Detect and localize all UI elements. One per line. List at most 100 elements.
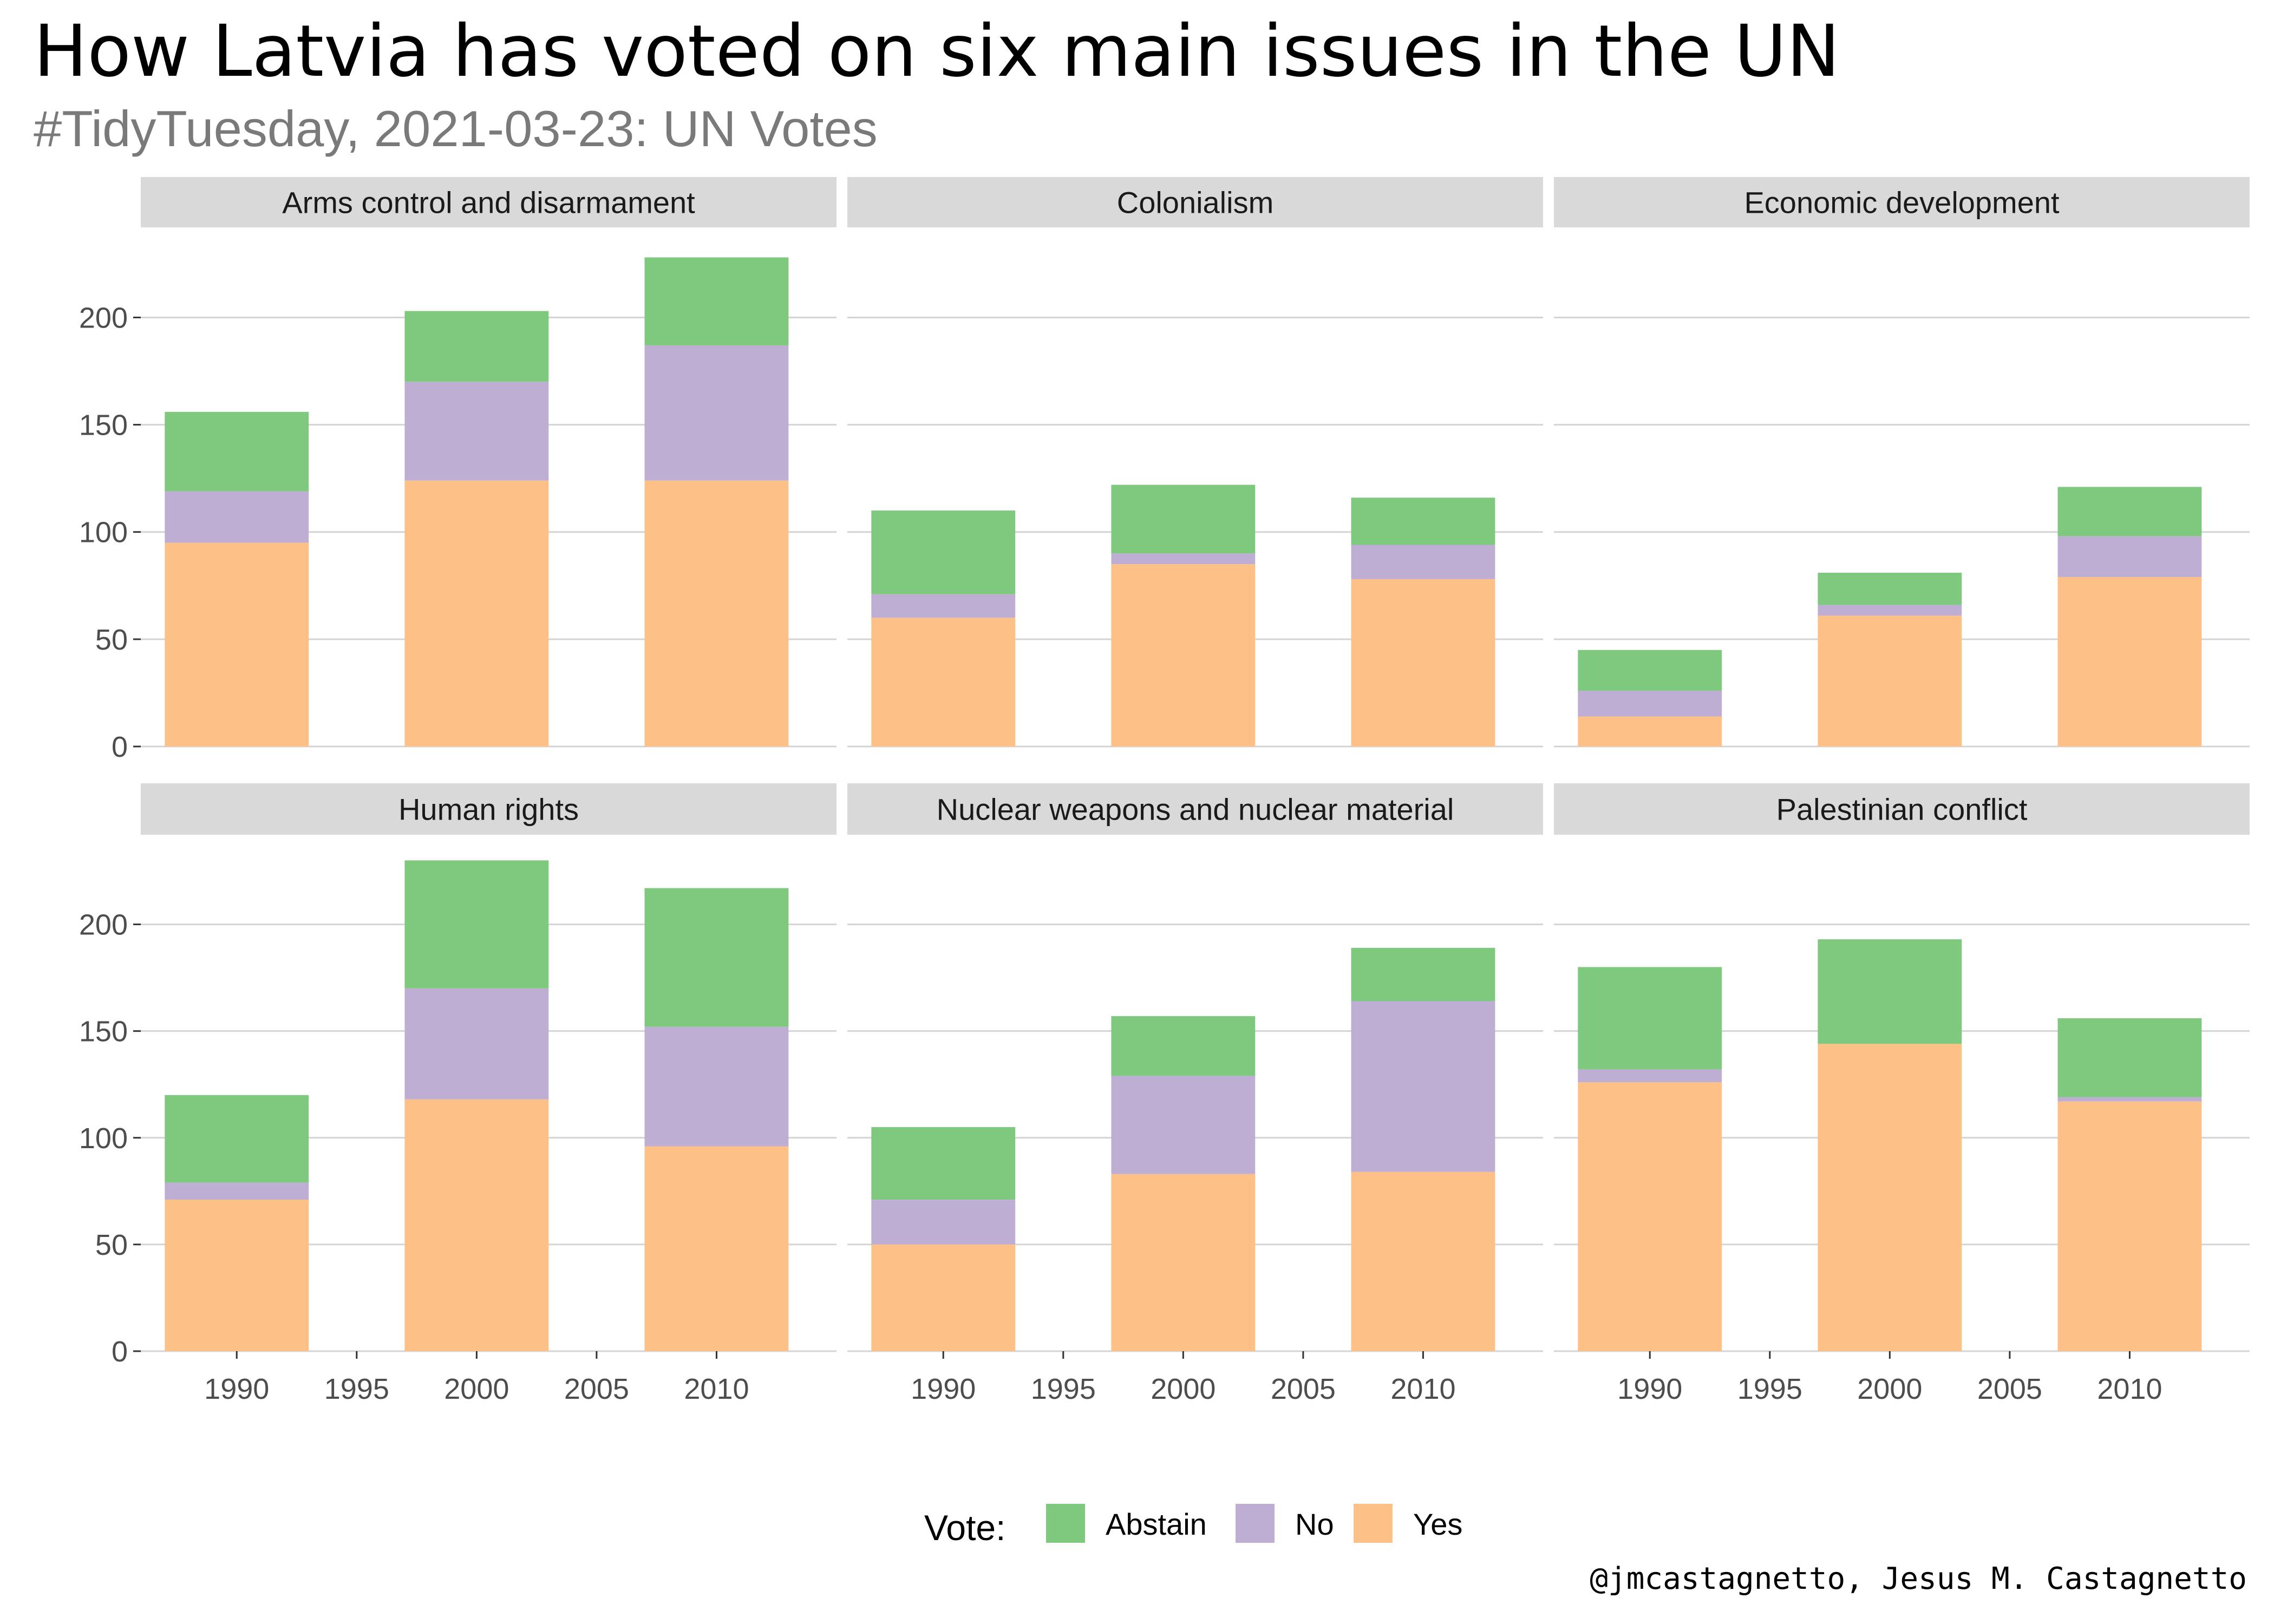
x-tick-label: 2005 [564,1373,629,1405]
bar-no-1990 [1578,690,1722,717]
bar-no-1990 [165,491,309,543]
bar-yes-2010 [2057,577,2202,746]
bar-no-1990 [1578,1069,1722,1083]
bar-abstain-2000 [1111,1016,1256,1076]
x-tick-label: 1995 [1737,1373,1802,1405]
x-tick-label: 2010 [2097,1373,2162,1405]
bar-no-2010 [2057,536,2202,577]
x-tick-label: 1990 [1617,1373,1682,1405]
panel-palestinian-conflict: Palestinian conflict 1990 1995 2000 2005 2010 [1554,783,2250,1405]
bar-yes-1990 [871,1244,1016,1351]
bar-yes-1990 [871,618,1016,746]
facet-label: Arms control and disarmament [282,186,695,220]
y-tick-label: 0 [112,731,128,763]
facet-label: Economic development [1744,186,2060,220]
bar-abstain-2010 [2057,487,2202,536]
bar-yes-2010 [2057,1101,2202,1351]
bar-abstain-2000 [1111,484,1256,554]
facet-strip [141,177,837,227]
bar-no-2000 [1111,553,1256,565]
bar-no-1990 [871,594,1016,618]
x-tick-label: 2000 [1151,1373,1216,1405]
bar-abstain-2000 [1818,573,1962,605]
y-tick-label: 100 [79,1122,128,1155]
bar-yes-2000 [1818,1044,1962,1351]
facet-label: Human rights [398,793,579,827]
facet-strip [847,177,1543,227]
legend-label-yes: Yes [1413,1507,1462,1541]
bar-abstain-2010 [2057,1018,2202,1097]
chart-title: How Latvia has voted on six main issues … [34,10,1840,93]
bar-abstain-2010 [1351,497,1495,545]
bar-yes-2010 [1351,579,1495,746]
bar-abstain-2010 [1351,947,1495,1001]
legend-key-yes [1354,1504,1393,1543]
bar-yes-1990 [1578,716,1722,746]
bar-no-2010 [2057,1097,2202,1102]
legend: Vote: Abstain No Yes [924,1504,1462,1548]
bar-yes-2000 [1111,564,1256,746]
bar-no-1990 [165,1182,309,1200]
bar-abstain-1990 [1578,650,1722,691]
bar-yes-1990 [165,542,309,746]
x-tick-label: 1990 [204,1373,269,1405]
bar-abstain-1990 [165,411,309,492]
bar-abstain-2000 [404,311,549,382]
bar-abstain-1990 [871,1127,1016,1200]
y-tick-label: 0 [112,1335,128,1368]
bar-yes-2000 [404,1099,549,1351]
panels-layer: Arms control and disarmament 0 50 100 150 200… [79,177,2250,1405]
x-tick-label: 1995 [1031,1373,1096,1405]
bar-abstain-2010 [644,257,789,345]
bar-no-2010 [1351,1001,1495,1172]
y-tick-label: 150 [79,409,128,442]
x-tick-label: 2010 [1390,1373,1455,1405]
y-tick-label: 200 [79,302,128,334]
facet-strip [847,783,1543,835]
bar-yes-2010 [1351,1171,1495,1351]
bar-yes-1990 [165,1200,309,1351]
x-tick-label: 2000 [1857,1373,1922,1405]
x-tick-label: 1990 [911,1373,976,1405]
y-tick-label: 100 [79,516,128,549]
bar-abstain-1990 [871,510,1016,594]
y-tick-label: 50 [95,624,128,656]
facet-label: Palestinian conflict [1776,793,2028,827]
x-tick-label: 2010 [684,1373,749,1405]
y-tick-label: 150 [79,1016,128,1048]
x-tick-label: 2005 [1977,1373,2042,1405]
facet-label: Nuclear weapons and nuclear material [937,793,1454,827]
legend-title: Vote: [924,1508,1005,1548]
panel-economic-development: Economic development [1554,177,2250,748]
bar-yes-2000 [1818,615,1962,746]
bar-abstain-2010 [644,888,789,1027]
bar-no-1990 [871,1200,1016,1245]
bar-abstain-1990 [1578,967,1722,1070]
legend-key-abstain [1046,1504,1085,1543]
panel-nuclear-weapons-and-nuclear-material: Nuclear weapons and nuclear material 1990… [847,783,1543,1405]
bar-no-2000 [1818,605,1962,616]
facet-label: Colonialism [1117,186,1273,220]
y-tick-label: 50 [95,1229,128,1261]
bar-yes-2000 [1111,1174,1256,1351]
x-tick-label: 1995 [324,1373,389,1405]
bar-yes-2010 [644,1146,789,1351]
bar-yes-2010 [644,480,789,746]
bar-abstain-1990 [165,1095,309,1183]
bar-abstain-2000 [404,860,549,988]
panel-arms-control-and-disarmament: Arms control and disarmament 0 50 100 150 200 [79,177,837,763]
bar-no-2000 [404,988,549,1099]
chart-subtitle: #TidyTuesday, 2021-03-23: UN Votes [34,100,878,157]
bar-no-2000 [1111,1076,1256,1174]
caption: @jmcastagnetto, Jesus M. Castagnetto [1590,1561,2247,1596]
bar-yes-1990 [1578,1082,1722,1351]
facet-strip [1554,783,2250,835]
legend-label-abstain: Abstain [1106,1507,1207,1541]
bar-no-2010 [644,345,789,481]
bar-no-2010 [1351,545,1495,579]
facet-strip [141,783,837,835]
x-tick-label: 2005 [1271,1373,1336,1405]
facet-strip [1554,177,2250,227]
legend-key-no [1236,1504,1275,1543]
